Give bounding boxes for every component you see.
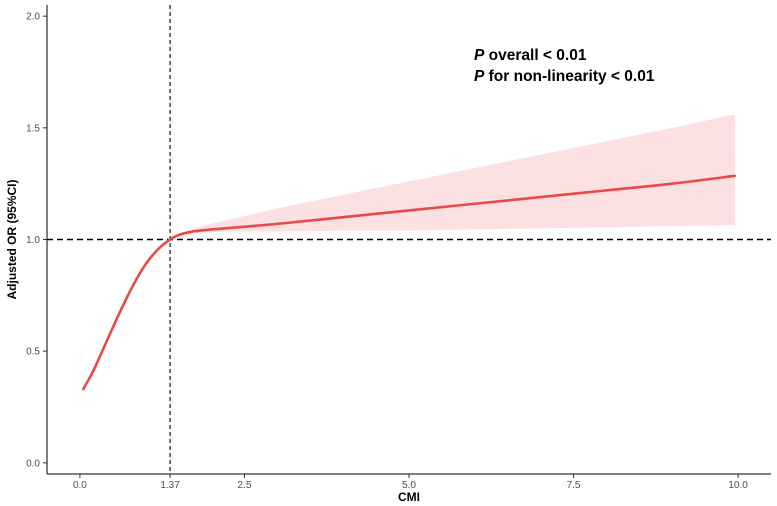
ci-band-0 xyxy=(191,114,735,233)
tick-labels: 0.0 1.37 2.5 5.0 7.5 10.0 0.0 0.5 1.0 1.5 2.0 xyxy=(26,12,748,491)
x-axis-title: CMI xyxy=(398,490,420,504)
annotation-p-overall: P overall < 0.01 xyxy=(474,47,587,64)
y-axis-title: Adjusted OR (95%CI) xyxy=(5,179,19,299)
series-layer xyxy=(81,174,737,391)
y-tick-label: 1.0 xyxy=(26,235,40,246)
x-tick-label: 1.37 xyxy=(160,480,180,491)
y-tick-label: 0.5 xyxy=(26,347,40,358)
x-tick-label: 5.0 xyxy=(402,480,416,491)
y-tick-label: 1.5 xyxy=(26,123,40,134)
series-line-0 xyxy=(81,174,737,391)
annotation-p-nonlinearity: P for non-linearity < 0.01 xyxy=(474,68,655,85)
reference-lines xyxy=(47,5,771,474)
x-tick-label: 7.5 xyxy=(567,480,581,491)
annotation-p-symbol: P xyxy=(474,68,485,85)
y-tick-label: 2.0 xyxy=(26,12,40,23)
y-tick-label: 0.0 xyxy=(26,458,40,469)
annotation-p-nonlinearity-text: for non-linearity < 0.01 xyxy=(484,68,654,85)
ci-band-layer xyxy=(191,114,735,233)
annotation-p-overall-text: overall < 0.01 xyxy=(484,47,586,64)
x-tick-label: 10.0 xyxy=(728,480,748,491)
x-tick-label: 2.5 xyxy=(238,480,252,491)
annotation-p-symbol: P xyxy=(474,47,485,64)
x-tick-label: 0.0 xyxy=(73,480,87,491)
